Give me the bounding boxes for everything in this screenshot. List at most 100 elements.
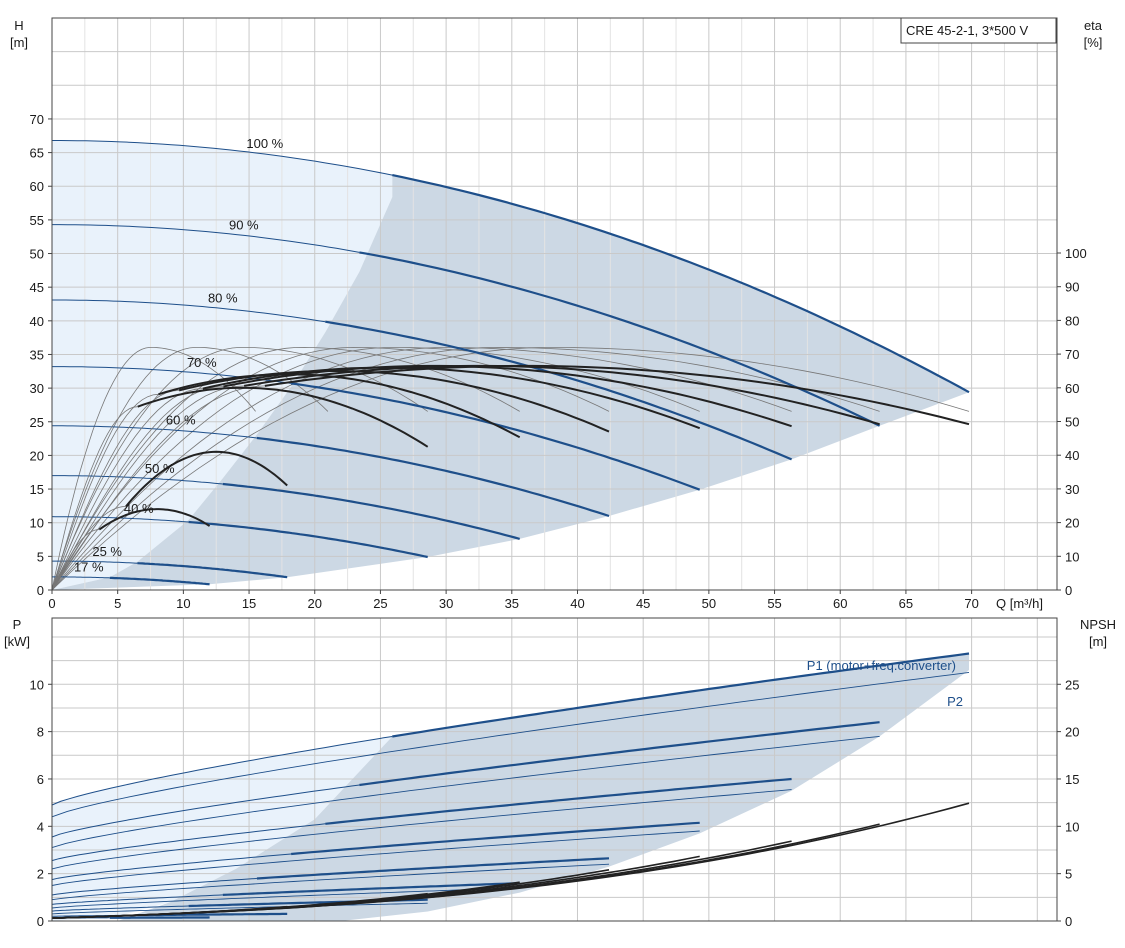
p-tick-label: 2 — [37, 867, 44, 882]
p-tick-label: 8 — [37, 725, 44, 740]
p2-curve — [51, 863, 610, 901]
p1-curve — [291, 821, 700, 856]
efficiency-curve — [158, 373, 521, 439]
speed-curve — [256, 436, 610, 518]
h-tick-label: 0 — [37, 583, 44, 598]
h-tick-label: 65 — [30, 146, 44, 161]
p1-curve-thin — [51, 823, 326, 862]
speed-label: 40 % — [124, 501, 154, 516]
p-tick-label: 0 — [37, 914, 44, 929]
p2-curve — [51, 789, 792, 870]
h-tick-label: 40 — [30, 314, 44, 329]
h-axis-title: H — [14, 18, 23, 33]
p1-curve-thin — [51, 736, 393, 806]
eta-tick-label: 90 — [1065, 280, 1079, 295]
npsh-tick-label: 20 — [1065, 725, 1079, 740]
npsh-curve — [51, 905, 288, 919]
speed-curve-thin — [52, 224, 360, 253]
title-box — [900, 17, 1057, 44]
p2-curve — [51, 830, 700, 886]
efficiency-curve-start — [51, 406, 138, 591]
iso-efficiency-curve — [51, 347, 256, 591]
eta-tick-label: 50 — [1065, 415, 1079, 430]
h-tick-label: 30 — [30, 381, 44, 396]
q-tick-label: 25 — [373, 596, 387, 611]
h-tick-label: 20 — [30, 448, 44, 463]
eta-tick-label: 0 — [1065, 583, 1072, 598]
efficiency-curve — [137, 386, 429, 448]
p1-curve — [222, 882, 520, 896]
p-tick-label: 4 — [37, 819, 44, 834]
efficiency-curve-start — [51, 393, 159, 591]
p1-curve-thin — [51, 784, 360, 838]
tick-labels: 0 5 10 15 20 25 30 35 40 45 50 55 60 65 70051015202530… — [30, 112, 1087, 929]
power-operating-range-fill — [52, 653, 969, 921]
h-tick-label: 5 — [37, 549, 44, 564]
h-axis-unit: [m] — [10, 35, 28, 50]
q-tick-label: 35 — [505, 596, 519, 611]
speed-curve-thin — [52, 425, 257, 439]
h-tick-label: 55 — [30, 213, 44, 228]
eta-tick-label: 10 — [1065, 549, 1079, 564]
p-axis-unit: [kW] — [4, 634, 30, 649]
p1-curve — [256, 857, 610, 880]
q-tick-label: 70 — [964, 596, 978, 611]
efficiency-curve — [125, 450, 288, 508]
iso-efficiency-curve — [51, 347, 970, 591]
h-tick-label: 45 — [30, 280, 44, 295]
q-tick-label: 15 — [242, 596, 256, 611]
efficiency-curve-start — [51, 386, 224, 591]
p1-curve — [392, 652, 970, 738]
eta-tick-label: 70 — [1065, 347, 1079, 362]
eta-axis-title: eta — [1084, 18, 1103, 33]
q-tick-label: 20 — [308, 596, 322, 611]
speed-label: 25 % — [92, 544, 122, 559]
axes-frame — [51, 17, 1058, 922]
speed-curve-thin — [52, 299, 326, 323]
efficiency-curve-start — [51, 390, 180, 591]
p2-curve — [51, 671, 970, 818]
iso-efficiency-curve — [51, 347, 428, 591]
q-tick-label: 65 — [899, 596, 913, 611]
h-tick-label: 25 — [30, 415, 44, 430]
h-tick-label: 70 — [30, 112, 44, 127]
power-curves — [51, 652, 970, 919]
speed-label: 90 % — [229, 217, 259, 232]
speed-label: 70 % — [187, 355, 217, 370]
p1-curve — [359, 721, 880, 787]
npsh-tick-label: 15 — [1065, 772, 1079, 787]
h-tick-label: 10 — [30, 516, 44, 531]
power-dark-range-area — [117, 653, 969, 921]
h-tick-label: 60 — [30, 179, 44, 194]
dark-range-area — [52, 159, 969, 591]
q-tick-label: 5 — [114, 596, 121, 611]
npsh-tick-label: 0 — [1065, 914, 1072, 929]
npsh-tick-label: 5 — [1065, 867, 1072, 882]
speed-labels: 100 % 90 % 80 % 70 % 60 % 50 % 40 % 25 %17 % — [74, 136, 284, 574]
p2-curve — [51, 887, 520, 909]
eta-tick-label: 60 — [1065, 381, 1079, 396]
efficiency-curve — [98, 508, 211, 531]
eta-tick-label: 80 — [1065, 313, 1079, 328]
speed-label: 17 % — [74, 559, 104, 574]
q-tick-label: 30 — [439, 596, 453, 611]
speed-curve-thin — [52, 576, 110, 579]
h-tick-label: 15 — [30, 482, 44, 497]
p-tick-label: 10 — [30, 677, 44, 692]
speed-label: 80 % — [208, 290, 238, 305]
efficiency-curve-start — [51, 385, 265, 591]
speed-curve — [109, 576, 210, 586]
p1-curve-thin — [51, 878, 257, 896]
q-tick-label: 50 — [702, 596, 716, 611]
speed-curve — [359, 251, 881, 427]
npsh-tick-label: 25 — [1065, 677, 1079, 692]
npsh-axis-unit: [m] — [1089, 634, 1107, 649]
speed-curve-thin — [52, 140, 393, 176]
p2-curve — [51, 735, 880, 849]
p2-series-label: P2 — [947, 694, 963, 709]
q-tick-label: 0 — [48, 596, 55, 611]
q-tick-label: 10 — [176, 596, 190, 611]
title-box-text: CRE 45-2-1, 3*500 V — [906, 23, 1028, 38]
p1-curve-thin — [51, 905, 189, 912]
